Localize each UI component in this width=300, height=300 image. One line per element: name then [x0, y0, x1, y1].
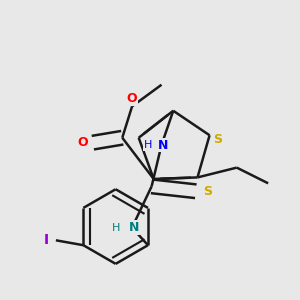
Text: N: N	[158, 139, 169, 152]
Text: H: H	[143, 140, 152, 150]
Text: N: N	[129, 221, 139, 234]
Text: S: S	[203, 185, 212, 198]
Text: I: I	[44, 233, 49, 247]
Text: S: S	[213, 133, 222, 146]
Text: H: H	[112, 223, 121, 232]
Text: O: O	[78, 136, 88, 149]
Text: O: O	[127, 92, 137, 105]
